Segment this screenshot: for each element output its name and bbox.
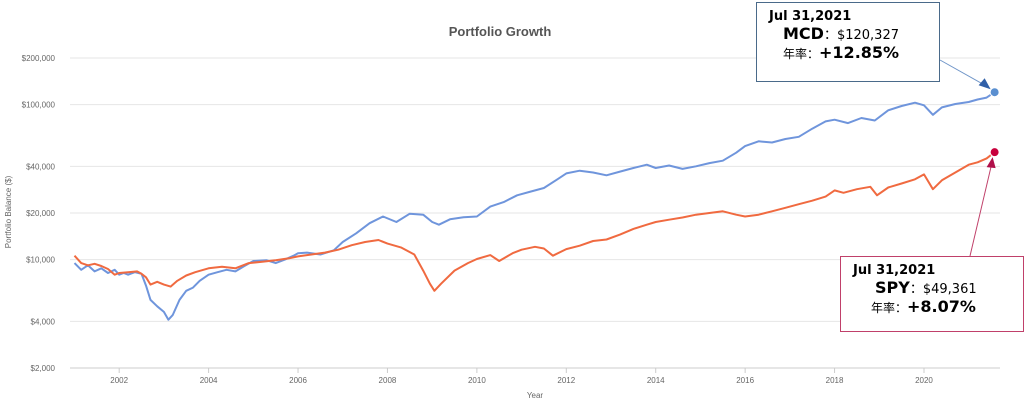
arrow-spy <box>986 157 996 169</box>
callout-spy: Jul 31,2021 SPY：$49,361 年率：+8.07% <box>840 256 1024 332</box>
callout-mcd-balance: $120,327 <box>836 28 899 43</box>
end-markers <box>989 87 1000 158</box>
y-axis-ticks: $2,000 $4,000 $10,000 $20,000 $40,000 $100,00… <box>22 54 56 373</box>
y-axis-title: Portfolio Balance ($) <box>4 175 13 248</box>
arrow-mcd <box>978 78 991 90</box>
callout-spy-sep: ： <box>909 282 923 297</box>
x-tick-label-4: 2010 <box>468 376 486 385</box>
x-tick-label-3: 2008 <box>379 376 397 385</box>
y-tick-label-0: $2,000 <box>31 364 56 373</box>
callout-mcd-date: Jul 31,2021 <box>769 9 852 24</box>
callout-mcd-rate: +12.85% <box>819 43 900 62</box>
callout-mcd-rate-label: 年率： <box>783 47 820 61</box>
x-tick-label-8: 2018 <box>826 376 844 385</box>
leader-mcd <box>939 59 987 87</box>
y-tick-label-5: $100,000 <box>22 101 56 110</box>
series-line-mcd <box>73 91 996 321</box>
series-lines <box>73 91 996 321</box>
end-marker-mcd <box>989 87 1000 98</box>
y-tick-label-2: $10,000 <box>26 256 55 265</box>
x-tick-label-6: 2014 <box>647 376 665 385</box>
callout-mcd: Jul 31,2021 MCD：$120,327 年率：+12.85% <box>756 2 940 82</box>
callout-spy-date: Jul 31,2021 <box>853 263 936 278</box>
x-tick-label-0: 2002 <box>110 376 128 385</box>
y-tick-label-4: $40,000 <box>26 162 55 171</box>
callout-spy-rate: +8.07% <box>907 297 976 316</box>
series-line-spy <box>73 151 996 292</box>
x-tick-label-1: 2004 <box>200 376 218 385</box>
leader-spy <box>969 164 993 257</box>
y-tick-label-6: $200,000 <box>22 54 56 63</box>
y-tick-label-3: $20,000 <box>26 209 55 218</box>
callout-leaders <box>939 59 996 257</box>
x-tick-label-9: 2020 <box>915 376 933 385</box>
callout-mcd-ticker: MCD <box>783 24 824 43</box>
x-tick-label-2: 2006 <box>289 376 307 385</box>
x-tick-label-5: 2012 <box>557 376 575 385</box>
end-marker-spy <box>989 147 1000 158</box>
callout-spy-rate-label: 年率： <box>871 301 908 315</box>
callout-spy-ticker: SPY <box>875 278 910 297</box>
chart-title: Portfolio Growth <box>449 24 552 39</box>
y-tick-label-1: $4,000 <box>31 317 56 326</box>
x-axis-title: Year <box>527 391 544 400</box>
callout-mcd-sep: ： <box>823 28 837 43</box>
callout-spy-balance: $49,361 <box>922 282 977 297</box>
x-tick-label-7: 2016 <box>736 376 754 385</box>
x-axis-ticks: 2002 2004 2006 2008 2010 2012 2014 2016 2018 2020 <box>110 368 933 385</box>
